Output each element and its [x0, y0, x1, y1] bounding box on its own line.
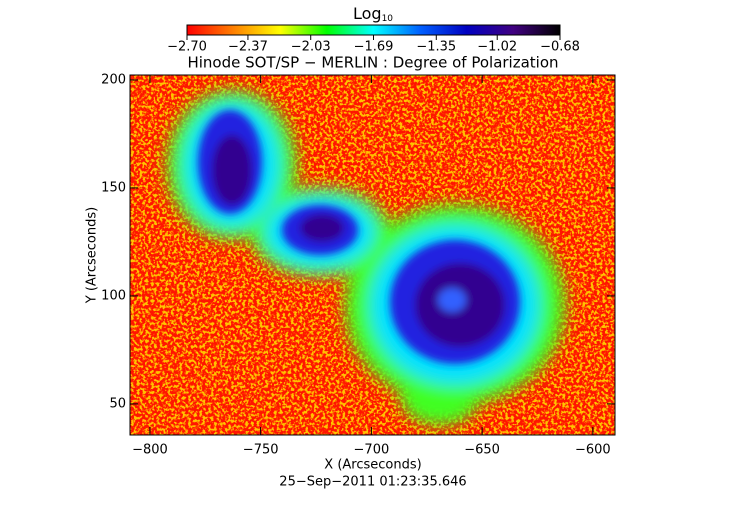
colorbar-tick-label: −2.37	[228, 40, 268, 55]
colorbar-title: Log10	[353, 4, 393, 24]
heatmap-image	[130, 75, 615, 435]
colorbar-tick-label: −2.70	[167, 40, 207, 55]
plot-frame	[129, 74, 616, 436]
colorbar-title-base: Log	[353, 4, 382, 23]
x-tick-label: −750	[243, 443, 279, 458]
x-tick-label: −800	[132, 443, 168, 458]
colorbar-tick-label: −0.68	[540, 40, 580, 55]
colorbar	[186, 24, 561, 36]
x-tick-label: −650	[464, 443, 500, 458]
chart-title: Hinode SOT/SP − MERLIN : Degree of Polar…	[187, 54, 558, 72]
x-tick-label: −600	[575, 443, 611, 458]
y-tick-label: 150	[101, 180, 126, 195]
colorbar-title-subscript: 10	[382, 14, 394, 24]
colorbar-tick-label: −1.02	[477, 40, 517, 55]
x-tick-label: −700	[354, 443, 390, 458]
x-axis-label: X (Arcseconds)	[324, 458, 421, 473]
colorbar-tick-label: −1.35	[416, 40, 456, 55]
colorbar-tick-label: −1.69	[354, 40, 394, 55]
y-tick-label: 50	[109, 396, 126, 411]
colorbar-tick-label: −2.03	[291, 40, 331, 55]
footer: 25−Sep−2011 01:23:35.646	[279, 475, 466, 490]
y-axis-label: Y (Arcseconds)	[85, 207, 100, 304]
y-tick-label: 200	[101, 72, 126, 87]
y-tick-label: 100	[101, 288, 126, 303]
